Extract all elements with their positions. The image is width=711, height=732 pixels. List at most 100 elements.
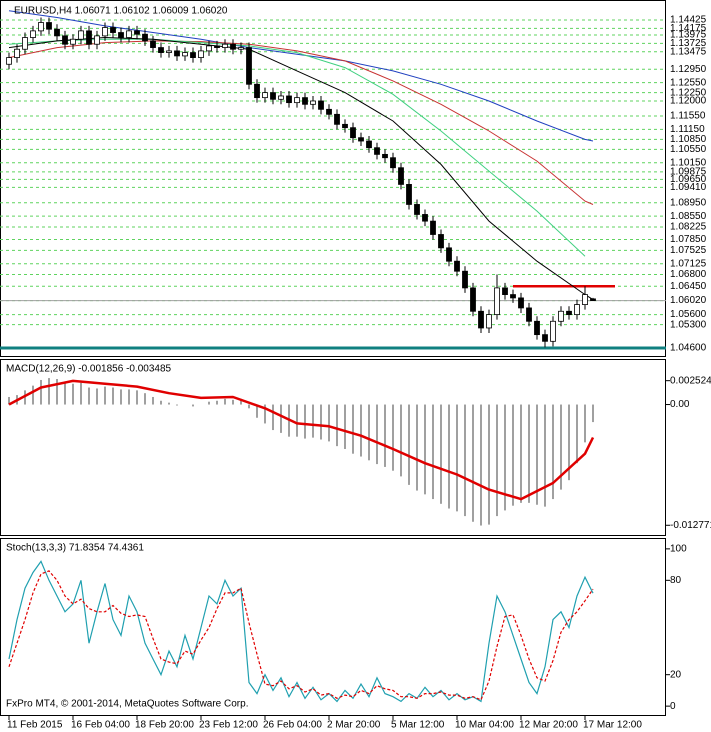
candle-body xyxy=(206,45,212,52)
x-tick-label: 5 Mar 12:00 xyxy=(391,720,445,731)
candle-body xyxy=(414,204,420,215)
x-tick-label: 2 Mar 20:00 xyxy=(327,720,381,731)
candle-body xyxy=(462,270,468,289)
x-tick-label: 12 Mar 20:00 xyxy=(519,720,578,731)
candle-body xyxy=(566,310,572,316)
candle-body xyxy=(326,108,332,115)
candle-body xyxy=(470,287,476,312)
x-tick-label: 17 Mar 12:00 xyxy=(583,720,642,731)
candle-body xyxy=(86,30,92,45)
candle-body xyxy=(126,30,132,38)
candle-body xyxy=(478,310,484,329)
y-tick-label: 1.13725 xyxy=(670,38,707,49)
candle-body xyxy=(102,27,108,37)
candle-body xyxy=(150,40,156,48)
candle-body xyxy=(254,83,260,99)
candle-body xyxy=(94,35,100,45)
candle-body xyxy=(502,287,508,295)
stoch-panel xyxy=(0,538,666,716)
x-tick-label: 11 Feb 2015 xyxy=(7,720,63,731)
candle-body xyxy=(238,47,244,50)
candle-body xyxy=(454,260,460,272)
candle-body xyxy=(174,50,180,57)
candle-body xyxy=(22,37,28,50)
y-tick-label: 1.12950 xyxy=(670,64,707,75)
candle-body xyxy=(142,33,148,42)
candle-body xyxy=(78,30,84,40)
candle-body xyxy=(422,214,428,222)
y-tick-label: 1.05600 xyxy=(670,309,707,320)
y-tick-label: 1.13975 xyxy=(670,30,707,41)
candle-body xyxy=(430,220,436,235)
candle-body xyxy=(190,52,196,58)
y-tick-label: 1.04600 xyxy=(670,343,707,354)
y-tick-label: 1.09410 xyxy=(670,182,707,193)
candle-body xyxy=(342,123,348,129)
candle-body xyxy=(134,30,140,35)
candle-body xyxy=(118,32,124,38)
y-tick-label: 1.12000 xyxy=(670,96,707,107)
candle-body xyxy=(30,30,36,38)
moving-average xyxy=(8,36,594,301)
candle-body xyxy=(38,22,44,32)
candle-body xyxy=(110,27,116,33)
macd-signal xyxy=(8,379,595,501)
candle-body xyxy=(198,50,204,58)
candle-body xyxy=(358,137,364,142)
candle-body xyxy=(214,45,220,48)
candle-body xyxy=(534,320,540,336)
stoch-line xyxy=(8,560,594,703)
moving-average xyxy=(8,38,586,257)
y-tick-label: 1.14425 xyxy=(670,15,707,26)
y-tick-label: 1.10150 xyxy=(670,157,707,168)
candle-body xyxy=(494,287,500,316)
y-tick-label: 1.08550 xyxy=(670,211,707,222)
x-tick-label: 10 Mar 04:00 xyxy=(455,720,514,731)
candle-body xyxy=(14,48,20,58)
candle-body xyxy=(46,22,52,30)
x-tick-label: 16 Feb 04:00 xyxy=(71,720,130,731)
panel-title: Stoch(13,3,3) 71.8354 74.4361 xyxy=(6,543,144,554)
y-tick-label: 1.06450 xyxy=(670,281,707,292)
candle-body xyxy=(318,100,324,110)
y-tick-label: 1.12250 xyxy=(670,87,707,98)
candle-body xyxy=(54,28,60,37)
panel-title: EURUSD,H4 1.06071 1.06102 1.06009 1.0602… xyxy=(14,6,228,17)
candle-body xyxy=(70,38,76,45)
candle-body xyxy=(550,320,556,342)
macd-panel xyxy=(0,359,666,536)
candle-body xyxy=(574,304,580,316)
candle-body xyxy=(382,153,388,159)
y-tick-label: 1.11150 xyxy=(670,124,705,135)
candle-body xyxy=(6,57,12,65)
candle-body xyxy=(558,310,564,322)
y-tick-label: 1.09875 xyxy=(670,167,707,178)
y-tick-label: 1.07525 xyxy=(670,245,707,256)
candle-body xyxy=(166,50,172,53)
candle-body xyxy=(334,113,340,125)
candle-body xyxy=(350,127,356,139)
candle-body xyxy=(310,100,316,105)
candle-body xyxy=(390,157,396,169)
y-tick-label: 1.10850 xyxy=(670,134,707,145)
stoch-line xyxy=(8,570,594,701)
y-tick-label: 20 xyxy=(670,669,682,680)
y-tick-label: 100 xyxy=(670,544,687,555)
moving-average xyxy=(8,40,594,205)
y-tick-label: 1.08225 xyxy=(670,222,707,233)
candle-body xyxy=(230,43,236,50)
candle-body xyxy=(374,147,380,155)
candle-body xyxy=(278,95,284,100)
y-tick-label: 0 xyxy=(670,701,676,712)
candle-body xyxy=(366,140,372,149)
candle-body xyxy=(582,294,588,305)
panel-title: MACD(12,26,9) -0.001856 -0.003485 xyxy=(6,364,172,375)
candle-body xyxy=(518,297,524,309)
copyright: FxPro MT4, © 2001-2014, MetaQuotes Softw… xyxy=(6,699,248,710)
y-tick-label: 1.08950 xyxy=(670,197,707,208)
y-tick-label: 1.06020 xyxy=(670,295,707,306)
candle-body xyxy=(222,43,228,48)
candle-body xyxy=(406,184,412,205)
y-tick-label: 1.10550 xyxy=(670,144,707,155)
